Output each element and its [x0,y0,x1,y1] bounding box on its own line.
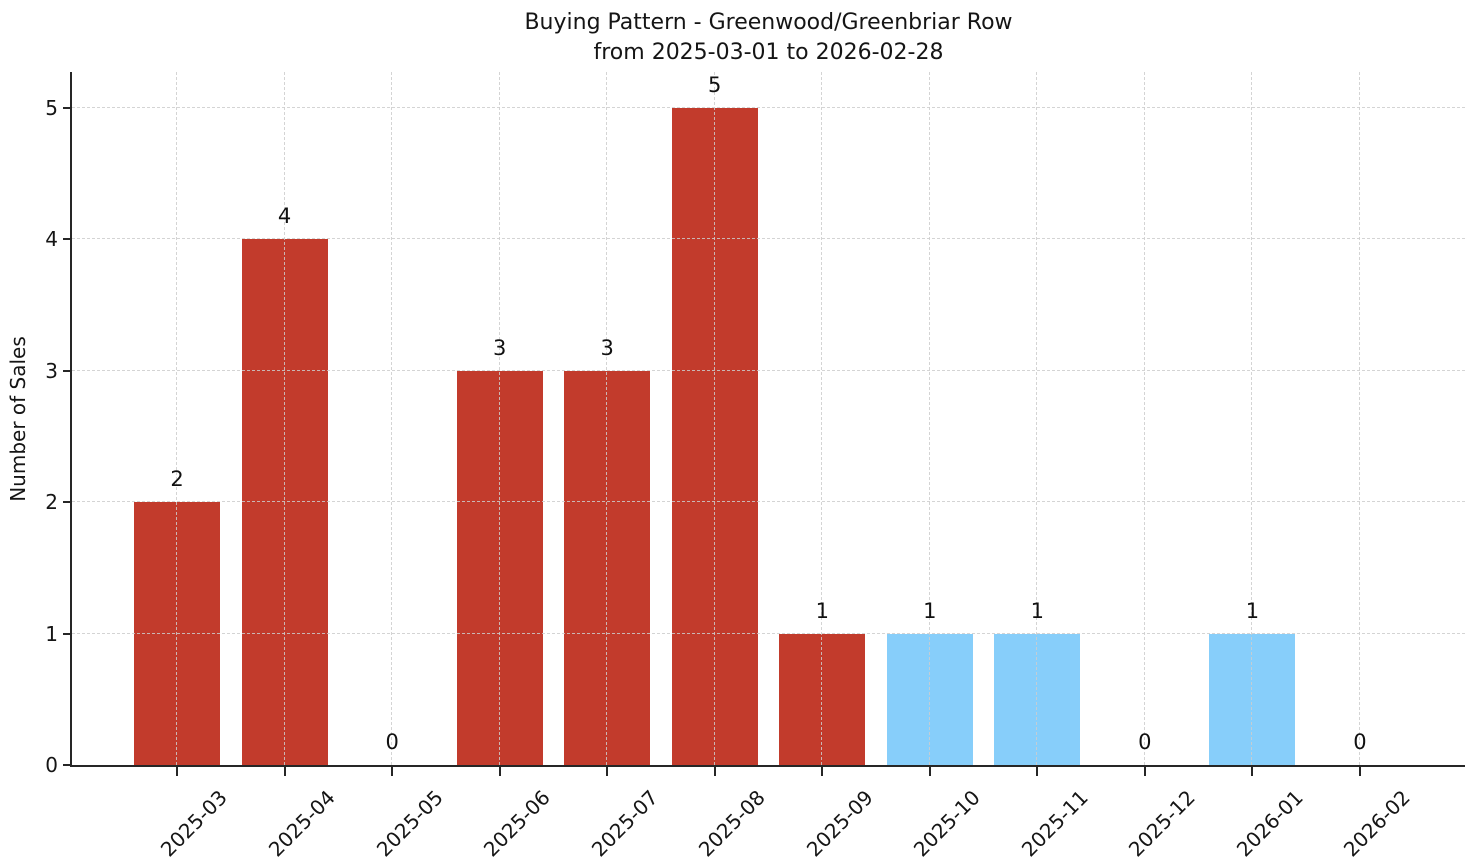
bar [671,107,758,765]
grid-line-v [1143,72,1145,765]
bar-value-label: 1 [923,598,937,623]
grid-line-h [72,369,1465,371]
grid-line-v [1036,72,1038,765]
x-tick-label: 2025-04 [263,785,340,862]
x-tick-label: 2025-05 [371,785,448,862]
bar-value-label: 2 [170,467,184,491]
bar-value-label: 1 [1030,598,1045,623]
y-tick [63,369,72,372]
bar [1209,633,1296,765]
bar-value-label: 3 [600,335,614,360]
x-tick-label: 2025-09 [801,785,878,862]
bar-value-label: 0 [385,730,399,754]
x-tick-label: 2025-12 [1124,785,1201,862]
x-tick [283,767,286,776]
y-tick-label: 1 [45,621,58,646]
grid-line-h [72,106,1465,108]
y-tick-label: 2 [45,490,58,514]
y-tick [63,106,72,109]
y-tick [63,764,72,766]
grid-line-v [176,72,178,765]
x-tick-label: 2026-01 [1231,785,1308,862]
y-tick-label: 3 [45,358,58,383]
bar-value-label: 5 [708,72,722,97]
x-tick-label: 2026-02 [1339,785,1416,862]
bar-value-label: 0 [1353,730,1367,754]
x-tick [1251,767,1254,776]
bar-value-label: 1 [815,598,829,623]
grid-line-v [713,72,715,765]
x-tick-label: 2025-11 [1016,785,1093,862]
y-tick-label: 5 [45,95,58,120]
grid-line-v [928,72,930,765]
y-axis-label: Number of Sales [6,335,31,502]
x-tick-label: 2025-06 [478,785,555,862]
x-tick-label: 2025-08 [693,785,770,862]
y-tick-label: 0 [45,753,58,777]
x-tick-label: 2025-03 [156,785,233,862]
y-axis-spine [70,72,72,767]
x-tick-label: 2025-07 [586,785,663,862]
x-tick [1143,767,1146,776]
chart-title: Buying Pattern - Greenwood/Greenbriar Ro… [72,8,1465,68]
y-tick [63,501,72,503]
grid-line-h [72,238,1465,239]
x-tick [1358,767,1361,776]
chart-title-line1: Buying Pattern - Greenwood/Greenbriar Ro… [524,10,1013,35]
x-tick [391,767,394,776]
x-tick-label: 2025-10 [909,785,986,862]
x-axis-spine [70,765,1465,767]
y-tick [63,632,72,635]
grid-line-h [72,501,1465,502]
x-tick [821,767,824,776]
bar-value-label: 1 [1245,598,1260,623]
bar-value-label: 4 [277,204,292,228]
bar-value-label: 3 [492,335,507,360]
y-tick-label: 4 [45,227,58,251]
grid-line-v [821,72,823,765]
bar-value-label: 0 [1138,730,1152,754]
x-tick [1036,767,1039,776]
x-tick [606,767,609,776]
grid-line-v [283,72,285,765]
chart-title-line2: from 2025-03-01 to 2026-02-28 [593,40,944,65]
grid-line-v [606,72,608,765]
x-tick [498,767,501,776]
y-tick [63,238,72,240]
x-tick [713,767,716,776]
grid-line-v [498,72,500,765]
x-tick [928,767,931,776]
grid-line-v [1358,72,1360,765]
grid-line-v [1251,72,1253,765]
grid-line-h [72,632,1465,634]
x-tick [176,767,179,776]
grid-line-v [391,72,393,765]
